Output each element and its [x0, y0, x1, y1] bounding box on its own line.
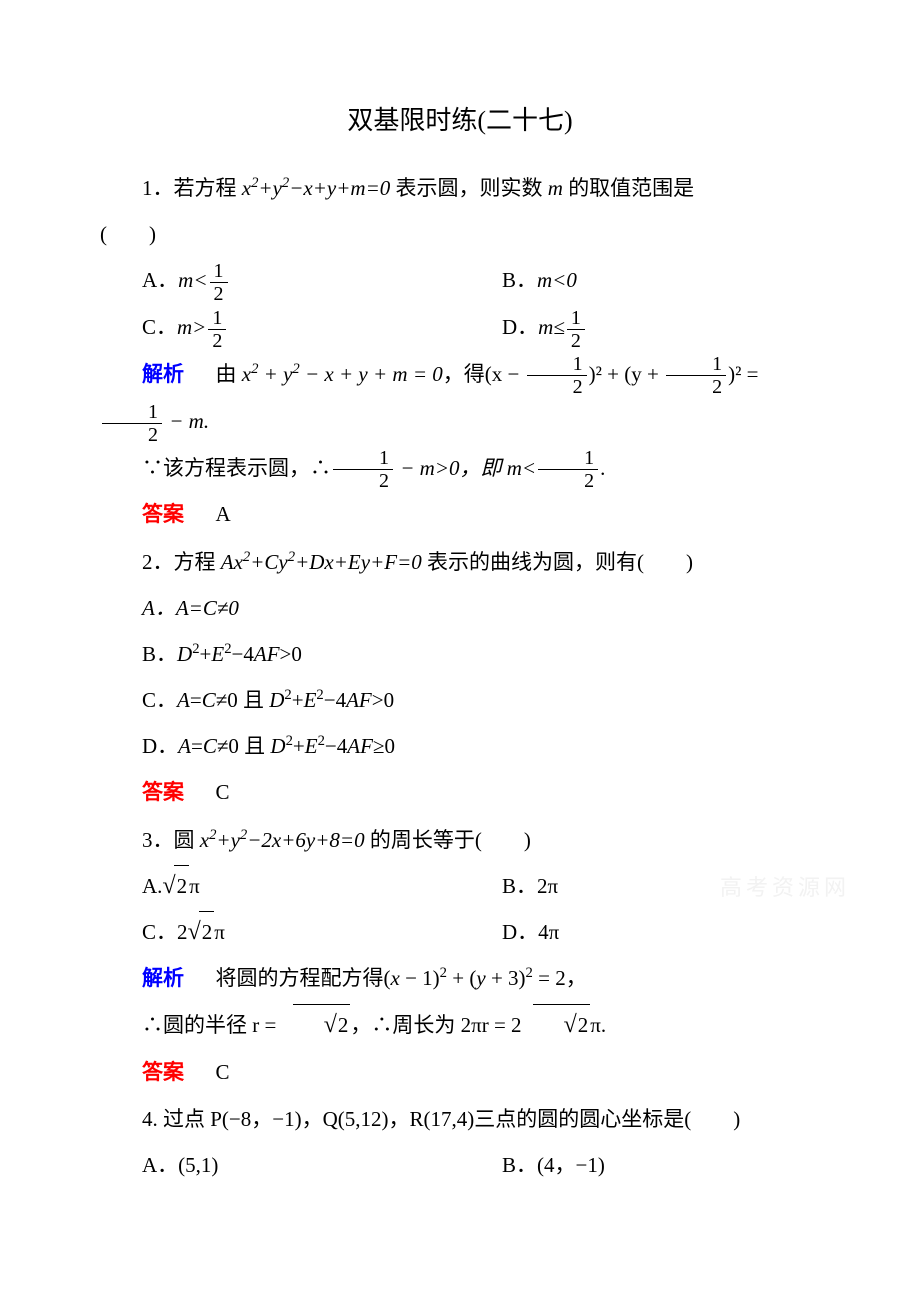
q3-analysis2-p1: ∴圆的半径 r =	[142, 1013, 282, 1037]
q1-analysis-p5: )² =	[728, 362, 758, 386]
q1-analysis-p1: 由	[216, 362, 242, 386]
q2-optC-text: C．A=C≠0 且 D2+E2−4AF>0	[142, 688, 394, 712]
q3-options: A.√2π B．2π C．2√2π D．4π	[100, 863, 820, 955]
q1-analysis-p6: − m.	[164, 409, 209, 433]
q4-optA: A．(5,1)	[100, 1142, 460, 1188]
q1-analysis-frac3: 12	[102, 402, 162, 445]
q1-analysis2-p1: ∵该方程表示圆，∴	[142, 456, 331, 480]
q1-answer: 答案 A	[100, 491, 820, 538]
q1-optB-math: m<0	[537, 268, 577, 292]
q1-optD-prefix: D．	[502, 315, 538, 339]
q2-optB: B．D2+E2−4AF>0	[100, 631, 820, 677]
q3-analysis2-p3: π.	[590, 1013, 606, 1037]
q3-analysis-eq: (x − 1)2 + (y + 3)2 = 2	[384, 966, 566, 990]
q1-optA-lhs: m<	[178, 268, 207, 292]
q3-optC-suffix: π	[214, 920, 225, 944]
q1-analysis-frac2: 12	[666, 354, 726, 397]
q1-optA-frac: 12	[210, 261, 228, 304]
q3-answer-val: C	[216, 1060, 230, 1084]
q2-answer: 答案 C	[100, 769, 820, 816]
q1-analysis-p4: )² + (y +	[589, 362, 664, 386]
q1-optD-frac: 12	[567, 308, 585, 351]
q1-paren: ( )	[100, 211, 820, 257]
analysis-label: 解析	[142, 363, 184, 386]
q2-optD-text: D．A=C≠0 且 D2+E2−4AF≥0	[142, 734, 395, 758]
answer-label: 答案	[142, 1061, 184, 1084]
q3-analysis-p1: 将圆的方程配方得	[216, 966, 384, 990]
answer-label: 答案	[142, 781, 184, 804]
q1-optA: A．m<12	[100, 257, 460, 304]
q1-analysis-line2: ∵该方程表示圆，∴12 − m>0，即 m<12.	[100, 445, 820, 492]
q1-stem-math: x2+y2−x+y+m=0	[242, 176, 391, 200]
q2-stem: 2．方程 Ax2+Cy2+Dx+Ey+F=0 表示的曲线为圆，则有( )	[100, 539, 820, 585]
q1-analysis-p2: ，得	[443, 362, 485, 386]
q2-optA-text: A．A=C≠0	[142, 596, 239, 620]
q3-analysis2-p2: ，∴周长为 2πr = 2	[350, 1013, 521, 1037]
q2-stem-p1: 2．方程	[142, 550, 221, 574]
q1-answer-val: A	[216, 502, 231, 526]
q3-optA: A.√2π	[100, 863, 460, 909]
q4-options: A．(5,1) B．(4，−1)	[100, 1142, 820, 1188]
q2-optC: C．A=C≠0 且 D2+E2−4AF>0	[100, 677, 820, 723]
q2-stem-math: Ax2+Cy2+Dx+Ey+F=0	[221, 550, 422, 574]
q1-optC-frac: 12	[208, 308, 226, 351]
analysis-label: 解析	[142, 967, 184, 990]
q3-optC: C．2√2π	[100, 909, 460, 955]
q3-analysis2-sqrt1: √2	[282, 1002, 351, 1048]
q3-analysis-line1: 解析 将圆的方程配方得(x − 1)2 + (y + 3)2 = 2，	[100, 955, 820, 1002]
q3-optA-prefix: A.	[142, 874, 162, 898]
q3-optA-sqrt: √2	[162, 863, 189, 909]
q1-optD: D．m≤12	[460, 304, 820, 351]
q1-stem-var: m	[548, 176, 563, 200]
q1-analysis-p3: (x −	[485, 362, 525, 386]
q4-stem: 4. 过点 P(−8，−1)，Q(5,12)，R(17,4)三点的圆的圆心坐标是…	[100, 1096, 820, 1142]
q3-stem: 3．圆 x2+y2−2x+6y+8=0 的周长等于( )	[100, 817, 820, 863]
q3-stem-p2: 的周长等于( )	[365, 828, 531, 852]
q1-stem-text2: 表示圆，则实数	[390, 176, 548, 200]
document-page: 双基限时练(二十七) 1．若方程 x2+y2−x+y+m=0 表示圆，则实数 m…	[0, 0, 920, 1302]
watermark: 高考资源网	[720, 870, 850, 902]
q3-optA-suffix: π	[189, 874, 200, 898]
q1-optC-lhs: m>	[177, 315, 206, 339]
q1-analysis-eq1: x2 + y2 − x + y + m = 0	[242, 362, 443, 386]
q1-analysis-line1: 解析 由 x2 + y2 − x + y + m = 0，得(x − 12)² …	[100, 351, 820, 445]
q1-analysis2-p2: − m>0，即 m<	[395, 456, 536, 480]
q1-stem-text3: 的取值范围是	[563, 176, 694, 200]
q2-options: A．A=C≠0 B．D2+E2−4AF>0 C．A=C≠0 且 D2+E2−4A…	[100, 585, 820, 770]
q1-analysis2-frac2: 12	[538, 448, 598, 491]
q1-optC: C．m>12	[100, 304, 460, 351]
q1-analysis-frac1: 12	[527, 354, 587, 397]
q3-optD: D．4π	[460, 909, 820, 955]
q1-options: A．m<12 B．m<0 C．m>12 D．m≤12	[100, 257, 820, 350]
q1-optA-prefix: A．	[142, 268, 178, 292]
q1-stem: 1．若方程 x2+y2−x+y+m=0 表示圆，则实数 m 的取值范围是	[100, 165, 820, 211]
page-title: 双基限时练(二十七)	[100, 100, 820, 137]
q2-answer-val: C	[216, 780, 230, 804]
q2-optB-text: B．D2+E2−4AF>0	[142, 642, 302, 666]
q4-optB: B．(4，−1)	[460, 1142, 820, 1188]
answer-label: 答案	[142, 503, 184, 526]
q2-stem-p2: 表示的曲线为圆，则有( )	[422, 550, 693, 574]
q3-analysis-line2: ∴圆的半径 r = √2，∴周长为 2πr = 2√2π.	[100, 1002, 820, 1048]
q3-answer: 答案 C	[100, 1049, 820, 1096]
q3-analysis-p2: ，	[566, 966, 587, 990]
q1-optD-lhs: m≤	[538, 315, 565, 339]
q3-stem-math: x2+y2−2x+6y+8=0	[200, 828, 365, 852]
q1-stem-text1: 1．若方程	[142, 176, 242, 200]
q2-optD: D．A=C≠0 且 D2+E2−4AF≥0	[100, 723, 820, 769]
q3-optC-prefix: C．2	[142, 920, 188, 944]
q1-optC-prefix: C．	[142, 315, 177, 339]
q3-analysis2-sqrt2: √2	[522, 1002, 591, 1048]
q1-optB: B．m<0	[460, 257, 820, 304]
q3-stem-p1: 3．圆	[142, 828, 200, 852]
q2-optA: A．A=C≠0	[100, 585, 820, 631]
q1-analysis2-frac1: 12	[333, 448, 393, 491]
q1-analysis2-p3: .	[600, 456, 605, 480]
q3-optC-sqrt: √2	[188, 909, 215, 955]
q1-optB-prefix: B．	[502, 268, 537, 292]
